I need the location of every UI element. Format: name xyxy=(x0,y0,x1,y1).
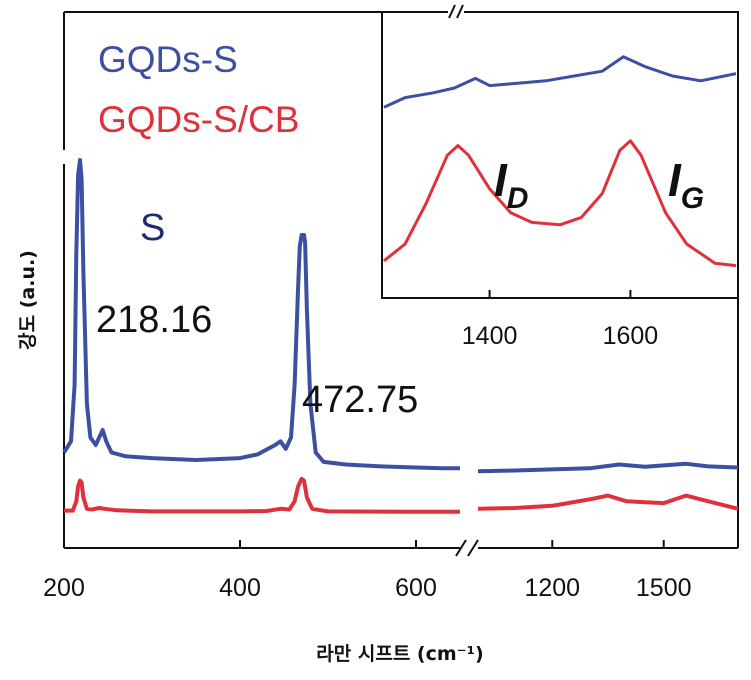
legend-entry-gqds-s: GQDs-S xyxy=(98,39,238,80)
peak-s-label: S xyxy=(140,207,165,249)
legend-entry-gqds-s-cb: GQDs-S/CB xyxy=(98,99,299,140)
x-tick-label: 1200 xyxy=(524,574,580,602)
main-series xyxy=(62,158,739,514)
left-axis-gap xyxy=(58,150,70,164)
inset-plot: 1400 1600 ID IG xyxy=(381,4,739,350)
inset-line-gqds-s-cb xyxy=(383,139,737,268)
series-line-gqds-s-seg2 xyxy=(477,461,739,474)
inset-tick-label: 1600 xyxy=(603,322,659,350)
inset-break-gap xyxy=(448,6,464,16)
peak1-label: 218.16 xyxy=(96,299,212,341)
series-line-gqds-s-cb-seg2 xyxy=(477,493,739,511)
x-axis-title: 라만 시프트 (cm⁻¹) xyxy=(316,643,483,665)
inset-series xyxy=(383,55,737,268)
series-line-gqds-s-cb-seg1 xyxy=(64,476,460,514)
y-axis-title: 강도 (a.u.) xyxy=(17,250,39,350)
x-tick-label: 200 xyxy=(43,574,85,602)
x-tick-label: 400 xyxy=(219,574,261,602)
series-line-gqds-s-seg1 xyxy=(62,158,460,471)
x-tick-label: 1500 xyxy=(636,574,692,602)
inset-break-mark-2 xyxy=(456,4,464,19)
peak2-label: 472.75 xyxy=(302,379,418,421)
inset-tick-label: 1400 xyxy=(462,322,518,350)
legend: GQDs-S GQDs-S/CB xyxy=(98,39,299,140)
inset-line-gqds-s xyxy=(383,55,737,109)
inset-x-ticks: 1400 1600 xyxy=(462,290,658,350)
inset-frame xyxy=(381,11,739,299)
axis-break-mark-1 xyxy=(455,539,467,557)
x-ticks: 200 400 600 1200 1500 xyxy=(43,540,692,602)
axis-break-mark-2 xyxy=(467,539,479,557)
inset-break-mark-1 xyxy=(448,4,456,19)
x-tick-label: 600 xyxy=(395,574,437,602)
